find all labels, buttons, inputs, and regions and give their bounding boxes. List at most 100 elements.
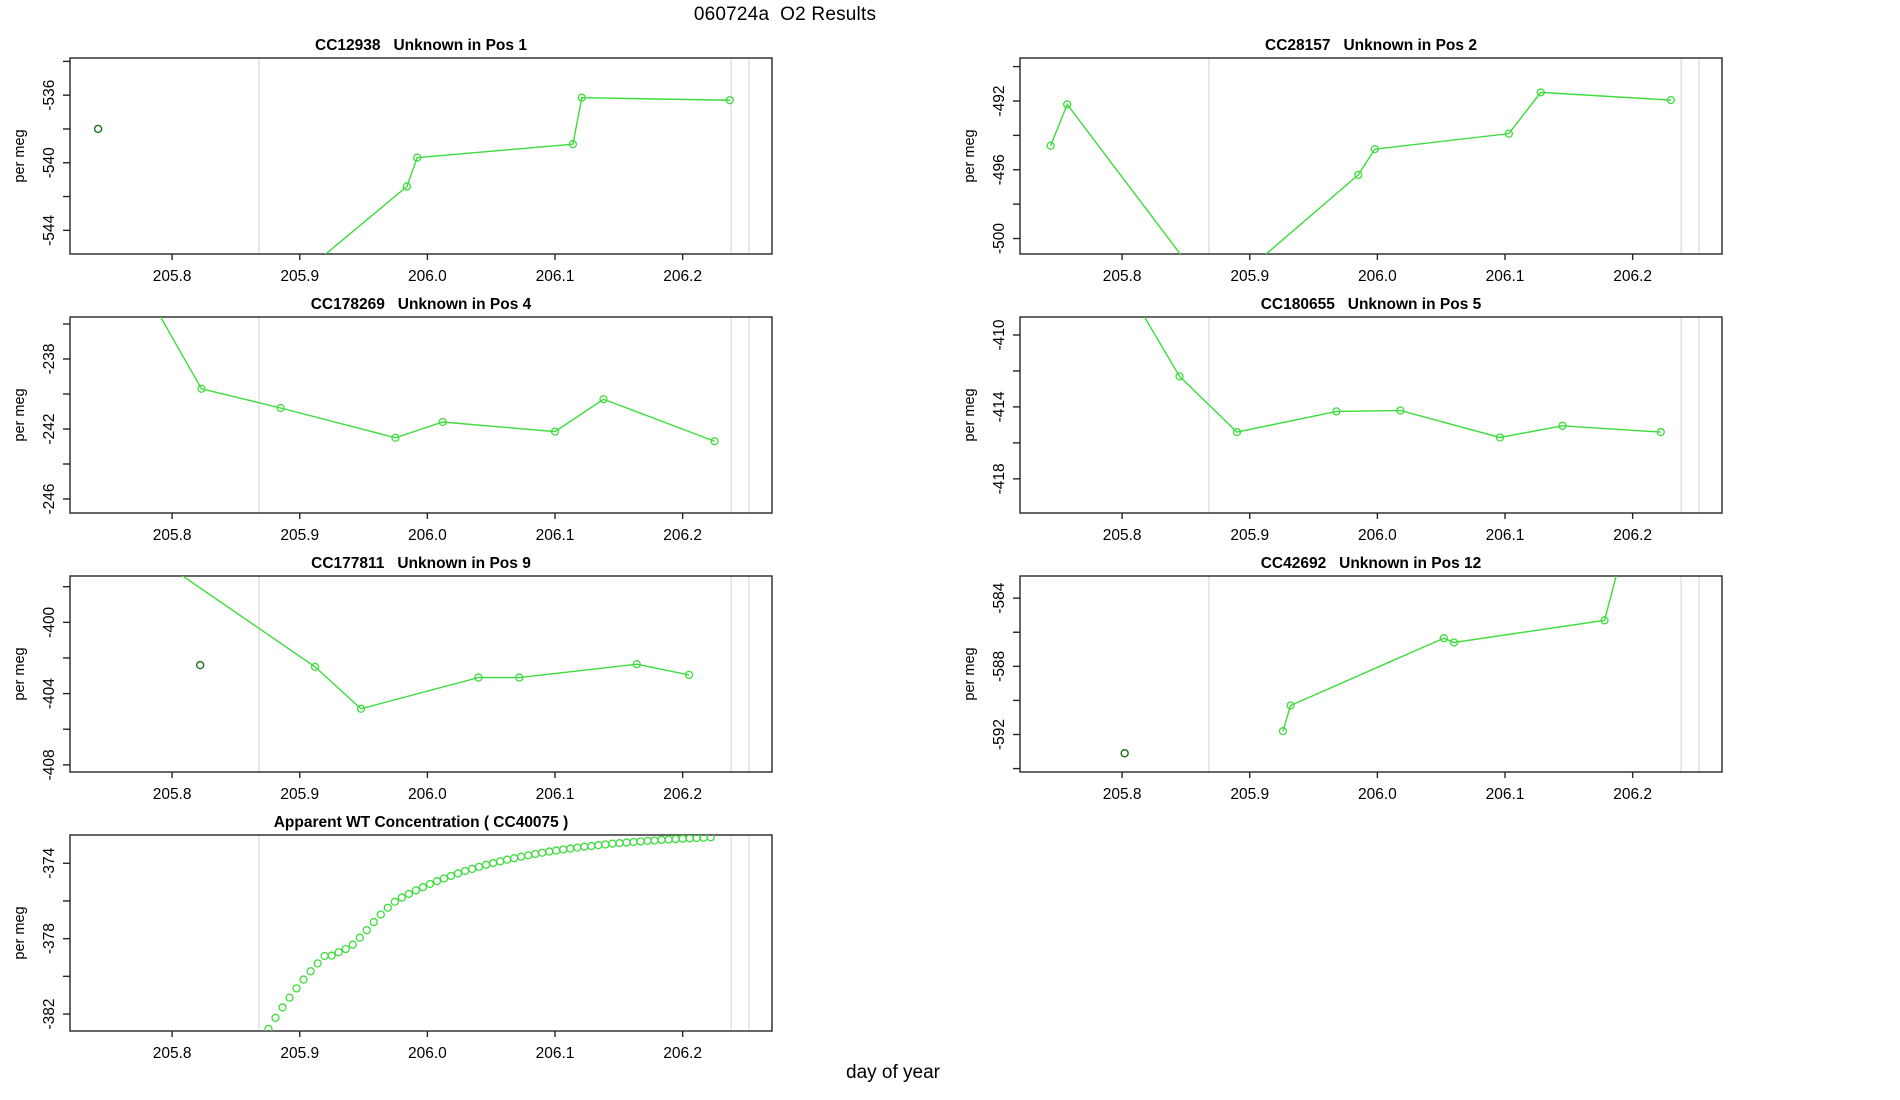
- svg-text:206.2: 206.2: [1613, 527, 1652, 544]
- svg-text:-404: -404: [41, 678, 58, 709]
- svg-text:-584: -584: [991, 582, 1008, 613]
- x-axis: 205.8 205.9 206.0 206.1 206.2: [1103, 254, 1652, 285]
- x-axis: 205.8 205.9 206.0 206.1 206.2: [153, 772, 702, 803]
- svg-text:-242: -242: [41, 413, 58, 444]
- panel-title: CC12938 Unknown in Pos 1: [315, 37, 527, 54]
- svg-text:205.8: 205.8: [153, 1045, 192, 1062]
- svg-text:206.1: 206.1: [536, 1045, 575, 1062]
- svg-text:206.0: 206.0: [1358, 268, 1397, 285]
- x-axis: 205.8 205.9 206.0 206.1 206.2: [1103, 513, 1652, 544]
- svg-text:205.9: 205.9: [280, 527, 319, 544]
- svg-text:-246: -246: [41, 483, 58, 514]
- data-series: [1143, 317, 1665, 442]
- data-series: [181, 576, 694, 713]
- svg-text:206.0: 206.0: [1358, 527, 1397, 544]
- panel-title: CC28157 Unknown in Pos 2: [1265, 37, 1477, 54]
- reference-lines: [1208, 317, 1700, 513]
- svg-text:205.8: 205.8: [1103, 527, 1142, 544]
- svg-text:-238: -238: [41, 343, 58, 374]
- y-axis-title: per meg: [962, 388, 978, 441]
- main-title: 060724a O2 Results: [693, 4, 877, 25]
- svg-text:-418: -418: [991, 463, 1008, 494]
- svg-text:206.1: 206.1: [1486, 268, 1525, 285]
- chart-pos9: 205.8 205.9 206.0 206.1 206.2 -400 -404 -408 per…: [12, 555, 773, 803]
- reference-lines: [258, 835, 750, 1031]
- x-axis-label: day of year: [846, 1062, 940, 1083]
- plot-box: [1019, 57, 1723, 255]
- data-series: [93, 93, 735, 254]
- y-axis-title: per meg: [962, 129, 978, 182]
- svg-text:-592: -592: [991, 719, 1008, 750]
- data-series: [159, 317, 719, 446]
- svg-text:205.9: 205.9: [280, 268, 319, 285]
- svg-text:-492: -492: [991, 85, 1008, 116]
- svg-text:205.8: 205.8: [1103, 786, 1142, 803]
- panel-title: CC178269 Unknown in Pos 4: [311, 296, 532, 313]
- x-axis: 205.8 205.9 206.0 206.1 206.2: [1103, 772, 1652, 803]
- reference-lines: [1208, 576, 1700, 772]
- y-axis: -374 -378 -382: [41, 847, 70, 1030]
- svg-text:206.2: 206.2: [663, 786, 702, 803]
- data-series: [1120, 576, 1617, 758]
- chart-wt-concentration: 205.8 205.9 206.0 206.1 206.2 -374 -378 -382 per…: [12, 814, 773, 1062]
- svg-text:206.0: 206.0: [408, 1045, 447, 1062]
- svg-text:-374: -374: [41, 847, 58, 878]
- panel-title: CC42692 Unknown in Pos 12: [1261, 555, 1482, 572]
- plot-box: [69, 575, 773, 773]
- plot-box: [1019, 316, 1723, 514]
- svg-text:206.2: 206.2: [1613, 268, 1652, 285]
- svg-text:-400: -400: [41, 606, 58, 637]
- svg-text:-414: -414: [991, 391, 1008, 422]
- x-axis: 205.8 205.9 206.0 206.1 206.2: [153, 254, 702, 285]
- svg-text:206.2: 206.2: [663, 1045, 702, 1062]
- y-axis: -410 -414 -418: [991, 319, 1020, 494]
- svg-text:206.1: 206.1: [1486, 786, 1525, 803]
- svg-text:206.1: 206.1: [536, 268, 575, 285]
- chart-pos4: 205.8 205.9 206.0 206.1 206.2 -238 -242 -246 per…: [12, 296, 773, 544]
- panel-title: CC177811 Unknown in Pos 9: [311, 555, 531, 572]
- reference-lines: [1208, 58, 1700, 254]
- svg-text:206.0: 206.0: [408, 268, 447, 285]
- svg-text:-540: -540: [41, 147, 58, 178]
- y-axis-title: per meg: [12, 388, 28, 441]
- panel-title: CC180655 Unknown in Pos 5: [1261, 296, 1482, 313]
- svg-text:205.9: 205.9: [1230, 527, 1269, 544]
- plot-box: [69, 834, 773, 1032]
- svg-text:206.0: 206.0: [408, 786, 447, 803]
- svg-text:205.8: 205.8: [1103, 268, 1142, 285]
- chart-pos12: 205.8 205.9 206.0 206.1 206.2 -584 -588 -592 per…: [962, 555, 1723, 803]
- svg-text:205.9: 205.9: [1230, 786, 1269, 803]
- svg-text:-382: -382: [41, 999, 58, 1030]
- chart-pos1: 205.8 205.9 206.0 206.1 206.2 -536 -540 -544 per…: [12, 37, 773, 285]
- panel-title: Apparent WT Concentration ( CC40075 ): [274, 814, 569, 831]
- svg-text:206.2: 206.2: [663, 268, 702, 285]
- svg-text:206.0: 206.0: [1358, 786, 1397, 803]
- svg-text:-408: -408: [41, 749, 58, 780]
- plot-box: [69, 316, 773, 514]
- plot-box: [69, 57, 773, 255]
- plot-box: [1019, 575, 1723, 773]
- y-axis-title: per meg: [962, 647, 978, 700]
- reference-lines: [258, 576, 750, 772]
- chart-pos5: 205.8 205.9 206.0 206.1 206.2 -410 -414 -418 per…: [962, 296, 1723, 544]
- svg-text:206.1: 206.1: [536, 786, 575, 803]
- chart-pos2: 205.8 205.9 206.0 206.1 206.2 -492 -496 -500 per…: [962, 37, 1723, 285]
- svg-text:205.8: 205.8: [153, 527, 192, 544]
- y-axis-title: per meg: [12, 129, 28, 182]
- svg-text:206.1: 206.1: [536, 527, 575, 544]
- svg-text:206.1: 206.1: [1486, 527, 1525, 544]
- svg-text:-378: -378: [41, 923, 58, 954]
- svg-text:-496: -496: [991, 154, 1008, 185]
- x-axis: 205.8 205.9 206.0 206.1 206.2: [153, 513, 702, 544]
- data-series: [264, 835, 715, 1031]
- y-axis: -536 -540 -544: [41, 60, 70, 246]
- svg-text:-410: -410: [991, 319, 1008, 350]
- reference-lines: [258, 317, 750, 513]
- svg-text:205.8: 205.8: [153, 268, 192, 285]
- y-axis: -238 -242 -246: [41, 323, 70, 515]
- reference-lines: [258, 58, 750, 254]
- y-axis-title: per meg: [12, 647, 28, 700]
- svg-text:206.2: 206.2: [1613, 786, 1652, 803]
- svg-text:-588: -588: [991, 651, 1008, 682]
- svg-text:206.2: 206.2: [663, 527, 702, 544]
